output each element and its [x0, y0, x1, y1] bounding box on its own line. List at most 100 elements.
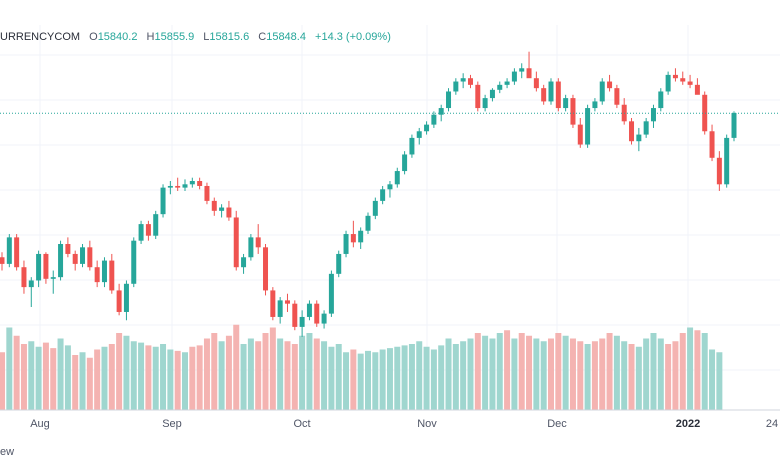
volume-bar — [540, 341, 547, 410]
candle-body — [424, 124, 430, 132]
x-tick-label: 24 — [765, 418, 779, 430]
volume-bar — [167, 349, 174, 410]
volume-bar — [584, 344, 591, 410]
volume-bar — [64, 345, 71, 410]
candle-body — [314, 303, 320, 324]
candle-body — [702, 94, 708, 132]
high-value: 15855.9 — [154, 31, 195, 43]
candle — [36, 250, 42, 288]
candle — [724, 134, 730, 188]
candle-body — [555, 81, 561, 109]
volume-bar — [679, 333, 686, 410]
candle-body — [372, 200, 378, 216]
candle-body — [226, 207, 232, 218]
candle-body — [643, 121, 649, 135]
volume-bar — [518, 333, 525, 410]
candle — [226, 200, 232, 221]
candle-body — [36, 253, 42, 281]
candle-body — [694, 84, 700, 95]
candle — [167, 181, 173, 195]
symbol-label[interactable]: URRENCYCOM — [0, 31, 81, 43]
volume-bar — [496, 333, 503, 410]
open-value: 15840.2 — [97, 31, 138, 43]
candle — [577, 118, 583, 148]
candle — [650, 104, 656, 128]
candle — [211, 197, 217, 216]
candle-body — [80, 247, 86, 264]
volume-bar — [577, 341, 584, 410]
candle — [138, 220, 144, 244]
candle-body — [592, 101, 598, 109]
candle-body — [65, 244, 71, 254]
candle-body — [431, 114, 437, 125]
candle — [482, 94, 488, 112]
volume-bar — [255, 341, 262, 410]
candle — [694, 78, 700, 95]
volume-bar — [79, 352, 86, 410]
candle-body — [394, 171, 400, 185]
candle — [87, 240, 93, 271]
volume-bar — [511, 338, 518, 410]
volume-bar — [504, 330, 511, 410]
candle-body — [585, 108, 591, 145]
candle-body — [533, 78, 539, 89]
candle-body — [467, 78, 473, 85]
candle-body — [306, 303, 312, 317]
candle — [175, 177, 181, 191]
candle — [116, 283, 122, 316]
candle — [72, 250, 78, 271]
volume-bar — [145, 345, 152, 410]
candle — [409, 134, 415, 158]
candle-body — [380, 189, 386, 201]
volume-bar — [350, 349, 357, 410]
volume-bar — [430, 349, 437, 410]
candle — [336, 250, 342, 278]
candle-body — [101, 260, 107, 283]
candle — [358, 227, 364, 249]
candle — [585, 104, 591, 148]
candle — [6, 234, 12, 268]
candle — [453, 78, 459, 95]
low-value: 15815.6 — [209, 31, 250, 43]
volume-bar — [379, 349, 386, 410]
volume-bar — [306, 333, 313, 410]
candle-body — [145, 224, 151, 236]
candle-body — [50, 277, 56, 279]
volume-bar — [299, 335, 306, 410]
candle-body — [629, 121, 635, 142]
volume-bar — [562, 335, 569, 410]
volume-bar — [28, 341, 35, 410]
volume-bar — [694, 330, 701, 410]
candle-body — [665, 74, 671, 92]
x-tick-label: Dec — [547, 418, 567, 430]
candle-body — [526, 68, 532, 79]
candle — [365, 212, 371, 235]
volume-bar — [138, 342, 145, 410]
candle — [402, 151, 408, 175]
close-value: 15848.4 — [266, 31, 306, 43]
candle — [306, 300, 312, 321]
candle-body — [321, 313, 327, 324]
open-label: O — [89, 31, 98, 43]
volume-bar — [533, 338, 540, 410]
volume-bar — [408, 344, 415, 410]
volume-bar — [335, 344, 342, 410]
volume-bar — [6, 327, 13, 410]
candle-body — [687, 81, 693, 85]
candle-body — [197, 181, 203, 186]
low-label: L — [203, 31, 210, 43]
candle — [497, 81, 503, 94]
candle-body — [343, 234, 349, 254]
candle-body — [167, 185, 173, 188]
candle-body — [58, 244, 64, 278]
volume-bar — [591, 341, 598, 410]
candle-body — [599, 81, 605, 102]
candle-body — [94, 267, 100, 283]
candle-body — [680, 78, 686, 82]
candle — [519, 63, 525, 79]
candle-body — [328, 273, 334, 314]
volume-bar — [189, 346, 196, 410]
volume-bar — [86, 357, 93, 410]
volume-bar — [548, 338, 554, 410]
